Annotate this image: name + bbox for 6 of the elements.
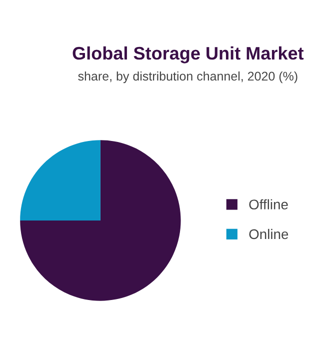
legend-label: Offline [249,199,288,210]
chart-subtitle: share, by distribution channel, 2020 (%) [78,71,298,84]
chart-title: Global Storage Unit Market [72,46,304,64]
pie-slice [20,140,181,301]
legend-label: Online [249,228,288,240]
pie-slice [20,140,100,220]
